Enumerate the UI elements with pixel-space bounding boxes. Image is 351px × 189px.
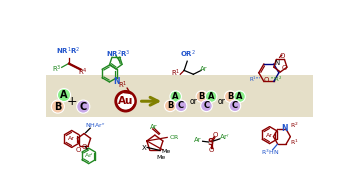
Text: O: O (264, 77, 269, 83)
Text: NR$^1$R$^2$: NR$^1$R$^2$ (56, 45, 81, 57)
Text: B: B (54, 102, 61, 112)
Text: R$^1$: R$^1$ (118, 80, 127, 91)
Text: A: A (60, 90, 68, 100)
Text: Me: Me (157, 155, 166, 160)
Text: C: C (203, 101, 210, 110)
Text: O: O (76, 147, 81, 153)
Text: Me: Me (161, 149, 170, 154)
Text: N: N (274, 60, 279, 66)
Text: O: O (208, 147, 214, 153)
Text: B: B (227, 92, 233, 101)
Text: N: N (113, 77, 120, 86)
Text: Ar: Ar (68, 136, 75, 141)
Text: S: S (207, 138, 213, 146)
Text: R$^1$: R$^1$ (171, 68, 180, 79)
Text: R$^1$''': R$^1$''' (250, 74, 262, 84)
Text: R$^1$: R$^1$ (290, 138, 299, 147)
Text: C: C (80, 102, 87, 112)
Text: Au: Au (118, 96, 133, 106)
Text: O: O (280, 53, 285, 59)
Text: R$^2$: R$^2$ (290, 120, 299, 130)
Text: Ar: Ar (150, 124, 157, 130)
Circle shape (234, 91, 245, 102)
Circle shape (58, 88, 71, 102)
Circle shape (175, 100, 187, 112)
Text: +: + (66, 95, 77, 108)
Text: O: O (82, 144, 87, 150)
Text: R$^3$HN: R$^3$HN (260, 148, 279, 157)
Text: Ar$^{\prime}$: Ar$^{\prime}$ (84, 151, 94, 160)
Text: NR$^2$R$^3$: NR$^2$R$^3$ (106, 49, 131, 60)
Text: Ar: Ar (266, 133, 273, 138)
Text: R$^4$: R$^4$ (78, 66, 88, 78)
Circle shape (51, 100, 64, 113)
Circle shape (205, 91, 217, 102)
Text: or: or (218, 97, 226, 106)
Text: '''R$^2$: '''R$^2$ (270, 75, 282, 84)
Circle shape (115, 91, 135, 111)
Text: Ar: Ar (200, 66, 208, 72)
Circle shape (201, 100, 212, 112)
Text: or: or (190, 97, 197, 106)
Text: A: A (236, 92, 243, 101)
Text: O: O (212, 132, 218, 138)
Circle shape (225, 91, 236, 102)
Text: OR$^2$: OR$^2$ (180, 48, 196, 60)
Circle shape (77, 100, 90, 113)
Text: R$^3$: R$^3$ (52, 63, 62, 74)
Text: B: B (199, 92, 205, 101)
Circle shape (165, 100, 176, 112)
Text: OR: OR (170, 135, 179, 140)
Text: C: C (232, 101, 238, 110)
FancyBboxPatch shape (43, 21, 317, 170)
Bar (46, 75, 313, 117)
Circle shape (196, 91, 207, 102)
Text: Ar$^{\prime}$: Ar$^{\prime}$ (219, 132, 231, 142)
Text: N: N (282, 124, 288, 133)
Text: C: C (178, 101, 184, 110)
Text: O: O (282, 65, 287, 71)
Text: B: B (167, 101, 173, 110)
Text: A: A (208, 92, 214, 101)
Text: NHAr$^{\prime\prime}$: NHAr$^{\prime\prime}$ (85, 121, 105, 129)
Circle shape (170, 91, 181, 102)
Text: A: A (172, 92, 179, 101)
Circle shape (229, 100, 241, 112)
Text: Ar: Ar (194, 137, 202, 143)
Text: X: X (142, 145, 146, 151)
